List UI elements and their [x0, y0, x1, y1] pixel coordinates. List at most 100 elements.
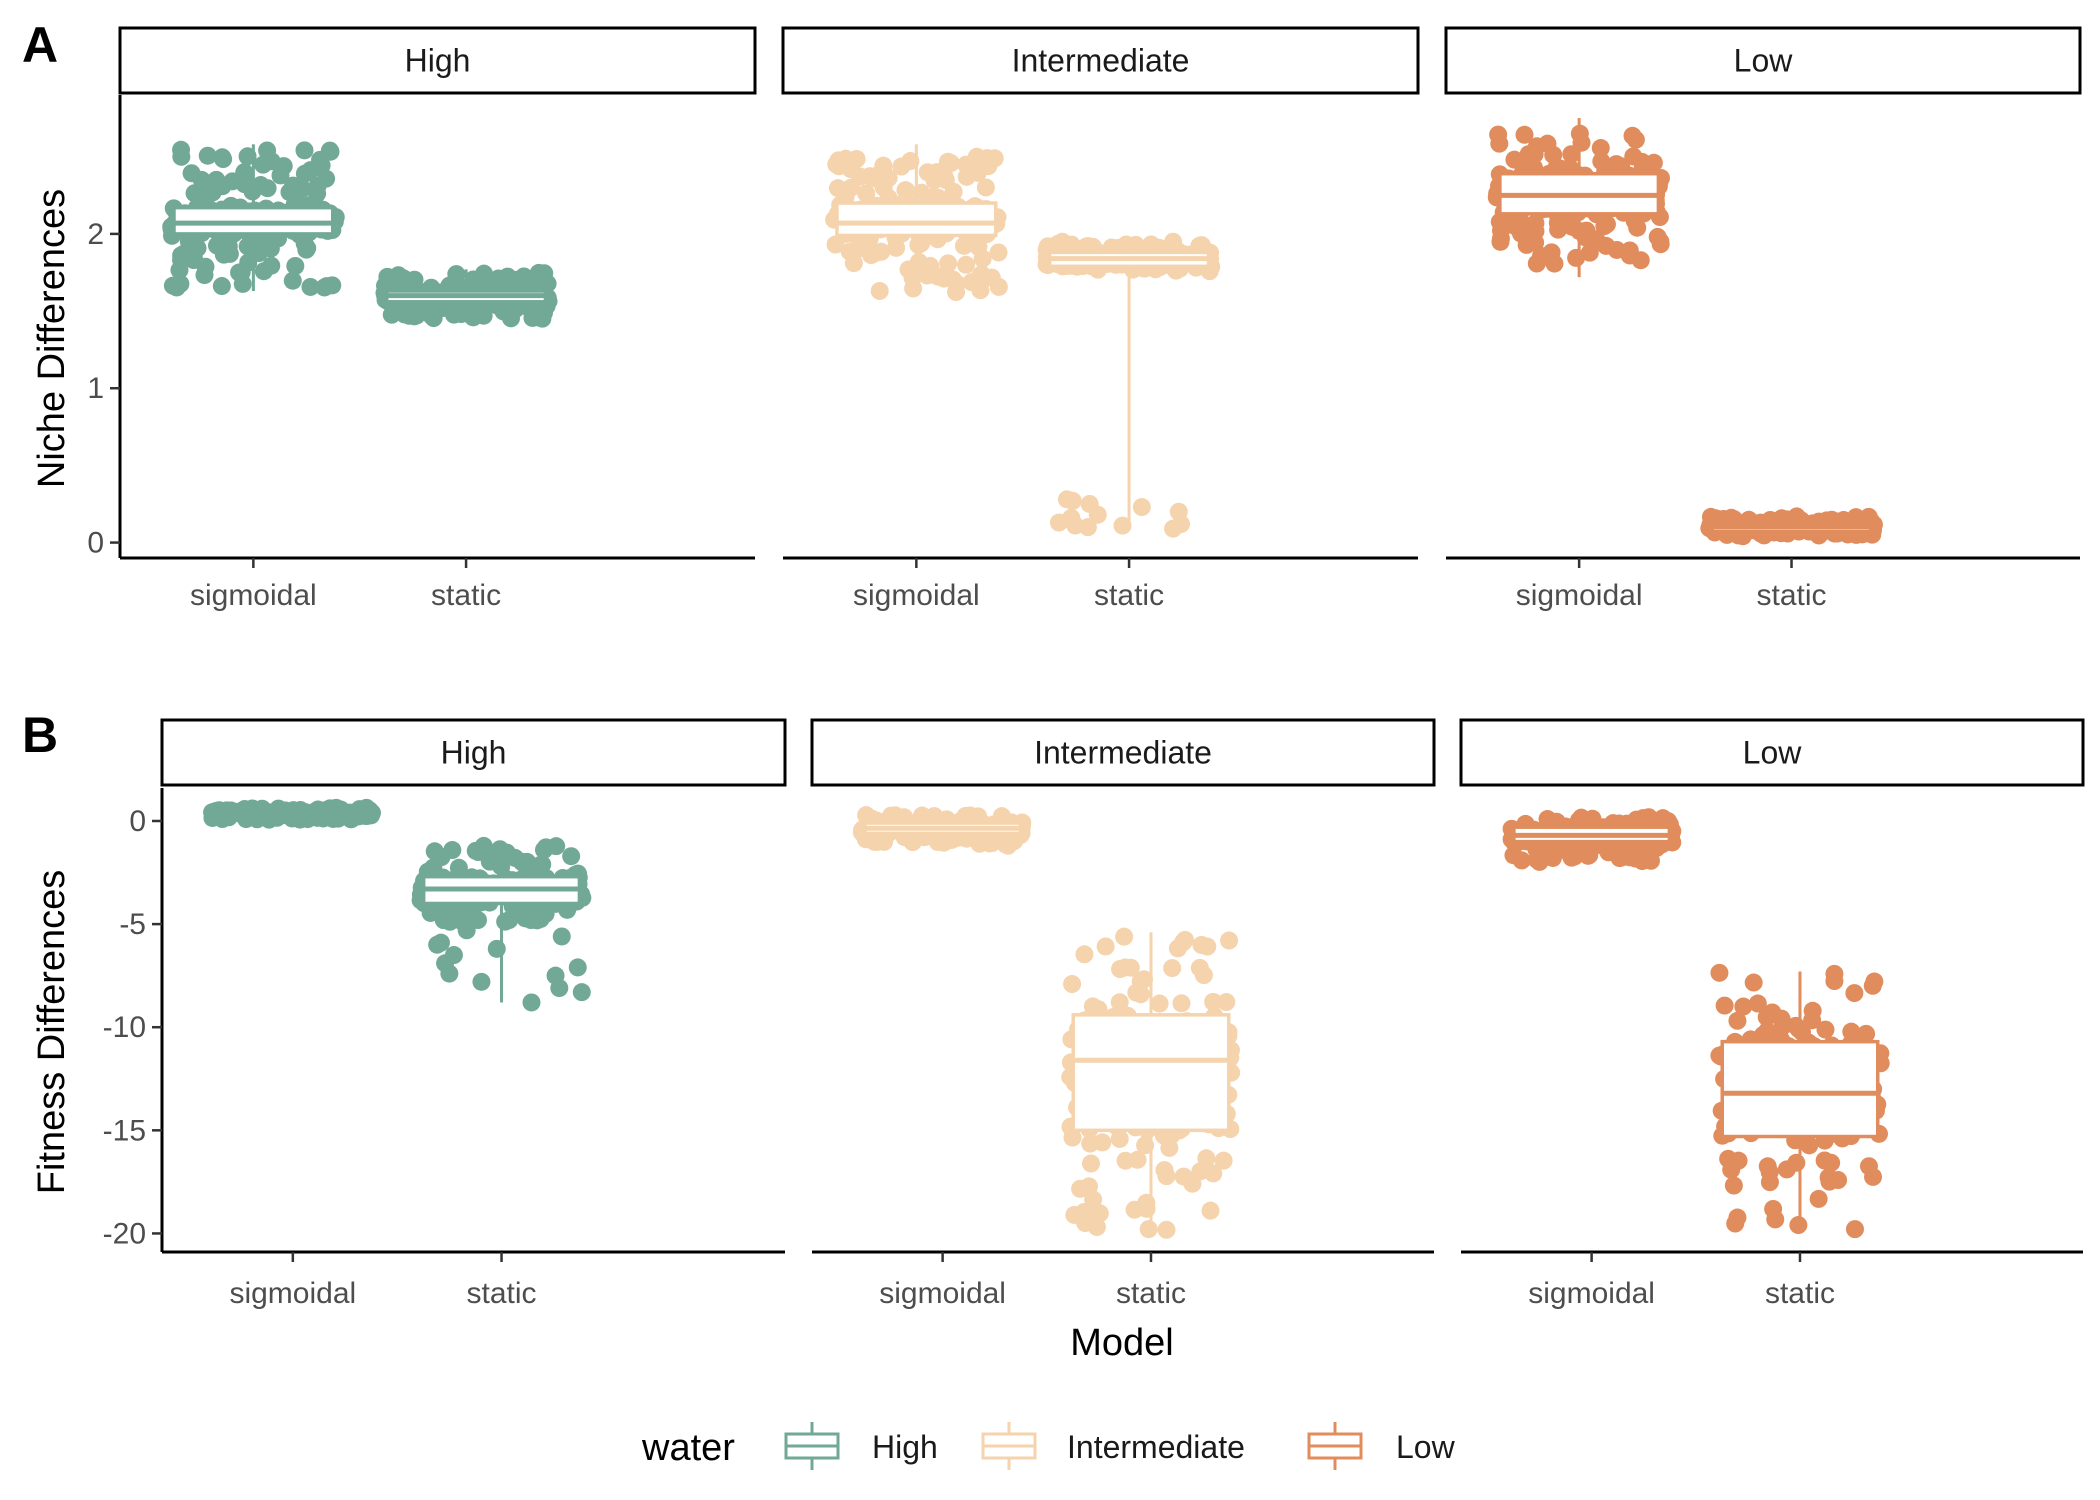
- panel-b-strip-label: Intermediate: [1034, 735, 1212, 771]
- data-point: [254, 262, 273, 281]
- panel-b-facet-low: Low sigmoidal static: [1459, 718, 2085, 1310]
- data-point: [1787, 1153, 1806, 1172]
- data-point: [939, 254, 958, 273]
- data-point: [1150, 994, 1169, 1013]
- data-point: [1491, 229, 1510, 248]
- panel-a-strip-label: Low: [1734, 43, 1794, 79]
- panel-b-y-tick-label: -10: [103, 1011, 146, 1044]
- data-point: [284, 176, 303, 195]
- data-point: [498, 267, 517, 286]
- outlier-point: [1113, 516, 1132, 535]
- data-point: [192, 170, 211, 189]
- data-point: [1191, 1162, 1210, 1181]
- data-point: [1726, 1214, 1745, 1233]
- panel-b-strip-label: High: [441, 735, 507, 771]
- data-point: [1525, 145, 1544, 164]
- data-point: [172, 140, 191, 159]
- data-point: [1172, 994, 1191, 1013]
- data-point: [1623, 126, 1642, 145]
- data-point: [301, 277, 320, 296]
- data-point: [271, 166, 290, 185]
- outlier-point: [1049, 513, 1068, 532]
- data-point: [1110, 1129, 1129, 1148]
- data-point: [1595, 217, 1614, 236]
- panel-a-group-low-static: [1700, 507, 1883, 546]
- legend-label-intermediate: Intermediate: [1067, 1429, 1245, 1465]
- data-point: [1075, 945, 1094, 964]
- outlier-point: [1171, 515, 1190, 534]
- data-point: [1131, 985, 1150, 1004]
- data-point: [1825, 964, 1844, 983]
- data-point: [1115, 927, 1134, 946]
- data-point: [1090, 1204, 1109, 1223]
- data-point: [928, 163, 947, 182]
- panel-b-group-intermediate-sigmoidal: [852, 806, 1032, 855]
- data-point: [1760, 1163, 1779, 1182]
- data-point: [163, 276, 182, 295]
- data-point: [1116, 958, 1135, 977]
- data-point: [1845, 1220, 1864, 1239]
- data-point: [1572, 133, 1591, 152]
- data-point: [1789, 1216, 1808, 1235]
- data-point: [297, 240, 316, 259]
- outlier-point: [1057, 490, 1076, 509]
- data-point: [1815, 1151, 1834, 1170]
- outlier-point: [444, 946, 463, 965]
- outlier-point: [472, 972, 491, 991]
- data-point: [1511, 224, 1530, 243]
- panel-a-group-high-static: [375, 263, 558, 328]
- panel-b-y-tick-label: -15: [103, 1114, 146, 1147]
- data-point: [870, 281, 889, 300]
- panel-b: B Fitness Differences 0 -5 -10 -15 -20 High sigm…: [22, 707, 2085, 1310]
- panel-b-x-tick-label: static: [1765, 1277, 1835, 1310]
- data-point: [295, 141, 314, 160]
- outlier-point: [1078, 518, 1097, 537]
- panel-a-group-intermediate-sigmoidal: [825, 144, 1008, 302]
- panel-a-x-tick-label: static: [431, 579, 501, 612]
- data-point: [1612, 848, 1631, 867]
- data-point: [1515, 125, 1534, 144]
- data-point: [1175, 930, 1194, 949]
- data-point: [1772, 1009, 1791, 1028]
- data-point: [857, 184, 876, 203]
- data-point: [1562, 145, 1581, 164]
- data-point: [1201, 1201, 1220, 1220]
- data-point: [212, 277, 231, 296]
- panel-a-strip-label: High: [405, 43, 471, 79]
- data-point: [1063, 975, 1082, 994]
- data-point: [432, 848, 451, 867]
- panel-a-y-axis-title: Niche Differences: [31, 189, 73, 488]
- data-point: [989, 243, 1008, 262]
- panel-a-group-high-sigmoidal: [162, 140, 345, 297]
- legend-key-high: [784, 1422, 840, 1470]
- data-point: [962, 273, 981, 292]
- panel-b-group-high-static: [411, 836, 592, 1012]
- data-point: [1076, 1214, 1095, 1233]
- panel-a-x-tick-label: sigmoidal: [190, 579, 317, 612]
- data-point: [311, 150, 330, 169]
- panel-a-facet-high: High sigmoidal static: [118, 26, 757, 612]
- panel-b-strip-intermediate: [810, 718, 1436, 787]
- legend-label-high: High: [872, 1429, 938, 1465]
- data-point: [286, 256, 305, 275]
- outlier-point: [440, 964, 459, 983]
- data-point: [1620, 241, 1639, 260]
- legend-key-low: [1307, 1422, 1363, 1470]
- data-point: [1569, 811, 1588, 830]
- data-point: [254, 155, 273, 174]
- panel-a-y-tick-label: 1: [87, 372, 104, 405]
- data-point: [1715, 996, 1734, 1015]
- panel-a-strip-low: [1444, 26, 2082, 95]
- panel-b-x-tick-label: sigmoidal: [879, 1277, 1006, 1310]
- data-point: [1809, 1189, 1828, 1208]
- data-point: [1214, 1151, 1233, 1170]
- panel-b-tag: B: [22, 707, 58, 763]
- panel-a-group-low-sigmoidal: [1487, 118, 1671, 278]
- data-point: [185, 184, 204, 203]
- data-point: [1163, 959, 1182, 978]
- data-point: [1748, 994, 1767, 1013]
- data-point: [1757, 1008, 1776, 1027]
- data-point: [897, 181, 916, 200]
- data-point: [1567, 248, 1586, 267]
